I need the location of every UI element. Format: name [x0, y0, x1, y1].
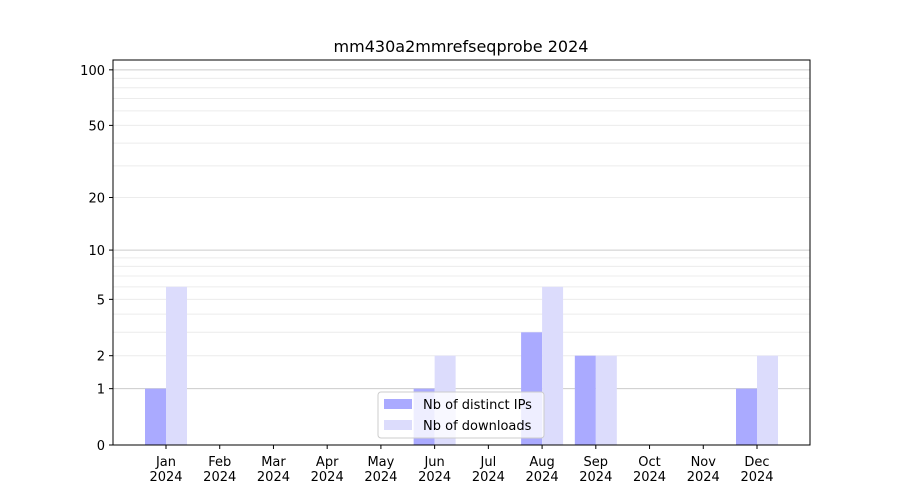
x-tick-label-line: Jul [480, 455, 497, 470]
x-tick-label-line: 2024 [257, 470, 290, 485]
x-tick-label: Jun 2024 [418, 455, 451, 485]
y-tick-label: 0 [97, 439, 105, 454]
x-tick-label-line: 2024 [740, 470, 773, 485]
x-tick-label-line: 2024 [418, 470, 451, 485]
x-tick-label-line: 2024 [311, 470, 344, 485]
y-tick-label: 5 [97, 293, 105, 308]
axes-frame [112, 59, 811, 446]
chart-title: mm430a2mmrefseqprobe 2024 [334, 37, 589, 56]
x-tick-label-line: 2024 [472, 470, 505, 485]
bar-downloads [757, 355, 778, 445]
bar-downloads [166, 286, 187, 445]
x-tick-label-line: Mar [261, 455, 286, 470]
x-tick-label: Nov 2024 [687, 455, 720, 485]
x-tick-label-line: Apr [316, 455, 339, 470]
x-tick-label: Apr 2024 [311, 455, 344, 485]
x-tick-label: May 2024 [364, 455, 397, 485]
x-tick-label-line: Feb [208, 455, 231, 470]
x-tick-label: Oct 2024 [633, 455, 666, 485]
bar-ips [736, 388, 757, 445]
y-tick-label: 100 [80, 64, 105, 79]
x-tick-label: Aug 2024 [526, 455, 559, 485]
x-tick-label: Feb 2024 [203, 455, 236, 485]
x-tick-label-line: Nov [691, 455, 717, 470]
x-tick-label-line: 2024 [526, 470, 559, 485]
y-tick-label: 10 [88, 244, 105, 259]
legend-label: Nb of distinct IPs [423, 398, 532, 413]
x-tick-label: Sep 2024 [579, 455, 612, 485]
bar-ips [574, 355, 596, 445]
x-tick-label-line: Aug [529, 455, 554, 470]
x-tick-label: Jan 2024 [149, 455, 182, 485]
legend-label: Nb of downloads [423, 419, 532, 434]
x-tick-label-line: Jan [155, 455, 176, 470]
bar-downloads [542, 286, 564, 445]
x-tick-label-line: Dec [744, 455, 769, 470]
x-tick-label-line: 2024 [364, 470, 397, 485]
legend-box [377, 391, 545, 439]
legend-swatch [384, 399, 412, 409]
x-tick-label-line: May [367, 455, 394, 470]
x-tick-label-line: Jun [423, 455, 444, 470]
legend-swatch [384, 420, 412, 430]
legend: Nb of distinct IPs Nb of downloads [377, 391, 545, 439]
y-tick-label: 20 [88, 192, 105, 207]
x-tick-label: Mar 2024 [257, 455, 290, 485]
x-tick-label-line: Oct [638, 455, 660, 470]
x-tick-label-line: 2024 [687, 470, 720, 485]
y-tick-label: 50 [88, 119, 105, 134]
x-tick-label-line: 2024 [633, 470, 666, 485]
x-tick-label: Jul 2024 [472, 455, 505, 485]
y-tick-label: 1 [97, 383, 105, 398]
y-tick-label: 2 [97, 350, 105, 365]
x-tick-label-line: Sep [584, 455, 609, 470]
x-tick-label-line: 2024 [203, 470, 236, 485]
x-tick-label-line: 2024 [149, 470, 182, 485]
bar-downloads [595, 355, 617, 445]
x-tick-label-line: 2024 [579, 470, 612, 485]
x-tick-label: Dec 2024 [740, 455, 773, 485]
bar-ips [145, 388, 166, 445]
